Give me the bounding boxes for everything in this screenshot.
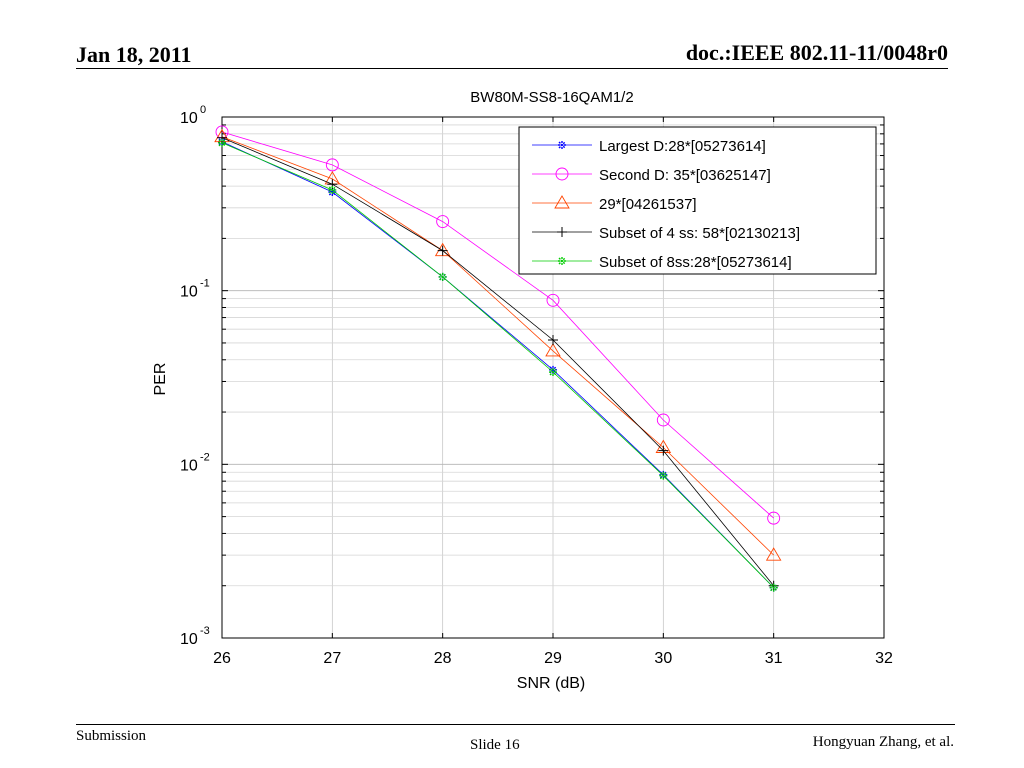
series-line (221, 142, 774, 588)
footer-submission: Submission (76, 728, 147, 744)
marker-plus (217, 132, 227, 143)
x-tick-label: 28 (434, 650, 452, 667)
x-axis-label: SNR (dB) (517, 675, 585, 692)
x-tick-label: 30 (654, 650, 672, 667)
header-date: Jan 18, 2011 (76, 42, 192, 67)
y-tick-label-base: 10 (180, 284, 198, 301)
marker-circle (546, 293, 560, 307)
header-rule (76, 68, 948, 69)
marker-circle (436, 215, 450, 229)
legend-entry-5: Subset of 8ss:28*[05273614] (532, 254, 792, 271)
marker-plus (658, 445, 669, 456)
marker-plus (768, 580, 779, 591)
marker-star (218, 138, 226, 147)
marker-triangle (545, 342, 561, 357)
marker-star (558, 141, 566, 149)
series-line (221, 131, 774, 519)
x-tick-label: 26 (213, 650, 231, 667)
y-tick-label-exponent: -3 (200, 625, 210, 637)
marker-star (769, 583, 778, 592)
marker-plus (548, 334, 558, 345)
series-3 (214, 128, 782, 561)
y-tick-label-base: 10 (180, 631, 198, 648)
series-2 (215, 125, 781, 525)
footer-rule (76, 724, 955, 725)
series-5 (218, 138, 778, 592)
y-tick-label-base: 10 (180, 110, 198, 127)
x-tick-label: 27 (323, 650, 341, 667)
x-tick-labels: 26 27 28 29 30 31 32 (213, 650, 893, 667)
header-doc-id: doc.:IEEE 802.11-11/0048r0 (685, 40, 948, 65)
series-lines (214, 125, 782, 592)
x-tick-label: 31 (765, 650, 783, 667)
legend-label: Subset of 8ss:28*[05273614] (599, 254, 792, 271)
y-tick-label: 10 0 (180, 104, 206, 127)
y-tick-label-exponent: -1 (200, 278, 210, 290)
marker-triangle (554, 195, 570, 209)
legend-label: Largest D:28*[05273614] (599, 138, 766, 155)
grid-lines (222, 117, 884, 638)
chart-title: BW80M-SS8-16QAM1/2 (470, 89, 633, 106)
x-tick-label: 32 (875, 650, 893, 667)
legend-label: 29*[04261537] (599, 196, 697, 213)
legend-box (518, 126, 877, 275)
marker-star (558, 257, 566, 265)
y-tick-label: 10 -2 (180, 451, 210, 474)
marker-star (549, 368, 557, 377)
legend-label: Subset of 4 ss: 58*[02130213] (599, 225, 800, 242)
marker-circle (555, 167, 569, 181)
y-tick-label: 10 -3 (180, 625, 210, 648)
legend-entry-1: Largest D:28*[05273614] (532, 138, 766, 155)
series-line (221, 136, 774, 556)
y-tick-label-base: 10 (180, 457, 198, 474)
marker-triangle (765, 547, 782, 561)
marker-circle (325, 158, 339, 172)
legend-label: Second D: 35*[03625147] (599, 167, 771, 184)
marker-plus (437, 245, 448, 256)
y-tick-label-exponent: 0 (200, 104, 206, 116)
footer-slide-number: Slide 16 (470, 737, 520, 753)
marker-plus (557, 227, 567, 237)
legend-entry-2: Second D: 35*[03625147] (532, 167, 771, 184)
marker-circle (767, 511, 781, 525)
series-4 (217, 132, 779, 591)
legend: Largest D:28*[05273614] Second D: 35*[036… (518, 126, 877, 275)
y-tick-label-exponent: -2 (200, 451, 210, 463)
y-tick-label: 10 -1 (180, 278, 210, 301)
series-line (221, 141, 774, 588)
marker-star (328, 185, 337, 194)
marker-star (659, 471, 668, 480)
y-axis-label: PER (152, 363, 169, 396)
marker-circle (656, 413, 670, 427)
legend-entry-4: Subset of 4 ss: 58*[02130213] (532, 225, 800, 242)
x-tick-label: 29 (544, 650, 562, 667)
legend-entry-3: 29*[04261537] (532, 195, 697, 213)
marker-star (438, 272, 447, 281)
footer-author: Hongyuan Zhang, et al. (812, 734, 954, 750)
series-line (221, 137, 775, 586)
